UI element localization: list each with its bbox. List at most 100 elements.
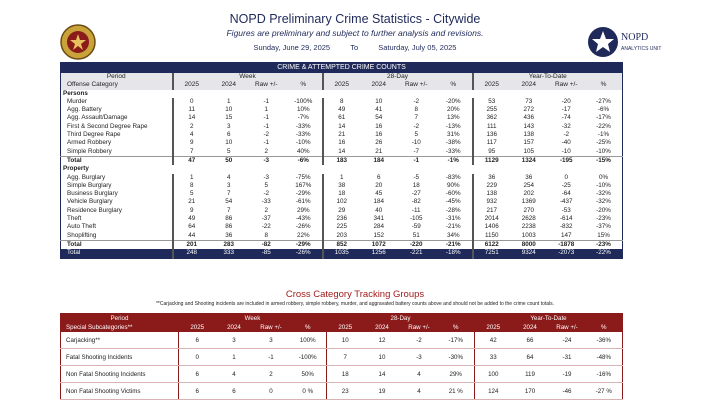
data-row: Shoplifting 44 36 8 22% 203 152 51 34% 1150 1003 14…: [61, 231, 623, 241]
cell: 1072: [360, 239, 398, 250]
column-header: Special Subcategories**: [60, 323, 179, 332]
cell: -10%: [596, 147, 611, 155]
cell: -21%: [435, 239, 473, 250]
cell: 201: [171, 239, 210, 250]
cell: 16: [375, 131, 383, 139]
cell: 20%: [446, 106, 460, 114]
cell: 8: [171, 181, 210, 191]
cell: 50%: [289, 365, 327, 383]
cell: -22: [261, 223, 271, 231]
cell: 1: [215, 348, 253, 366]
cell: -64: [561, 190, 571, 198]
cell: 6: [178, 365, 216, 383]
column-header: Offense Category: [60, 81, 173, 90]
cell: 147: [560, 231, 572, 239]
data-row: Residence Burglary 9 7 2 29% 29 40 -11 -28% 217 27…: [61, 206, 623, 216]
row-label: Non Fatal Shooting Victims: [60, 382, 179, 400]
cell: 5: [226, 147, 231, 155]
cell: 152: [373, 231, 384, 239]
cell: -32%: [596, 190, 611, 198]
cell: Raw +/-: [400, 323, 438, 332]
row-label: Agg. Assault/Damage: [67, 114, 128, 122]
cell: 86: [225, 223, 233, 231]
cell: -220: [397, 239, 435, 250]
cell: -27: [411, 190, 421, 198]
cell: 2024: [215, 323, 253, 332]
cell: 1256: [360, 249, 398, 259]
cell: -30%: [437, 348, 475, 366]
cell: 1369: [521, 198, 536, 206]
cell: -2073: [547, 249, 585, 259]
row-label: Simple Burglary: [67, 181, 112, 189]
cell: 54: [375, 114, 383, 122]
cell: 16: [375, 122, 383, 130]
cell: 124: [474, 382, 512, 400]
cross-title: Cross Category Tracking Groups: [285, 289, 425, 300]
cell: -832: [559, 223, 573, 231]
cell: 2: [252, 365, 290, 383]
left-logo: [60, 24, 96, 60]
column-header-row: Special Subcategories** 2025 2024 Raw +/-% 2…: [60, 323, 623, 332]
cell: 2: [264, 206, 268, 214]
cell: -27 %: [585, 382, 623, 400]
data-row: Non Fatal Shooting Victims 6 6 0 0 % 23 19 4 21 …: [60, 382, 623, 400]
cell: -6%: [285, 155, 323, 166]
cell: -25: [561, 181, 571, 189]
subtitle: Figures are preliminary and subject to f…: [226, 28, 484, 38]
row-label: Agg. Battery: [67, 106, 102, 114]
cell: 6: [178, 332, 216, 349]
group-header: Year-To-Date: [474, 313, 623, 323]
cell: -7: [413, 147, 420, 155]
cross-note: **Carjacking and Shooting incidents are …: [155, 301, 555, 307]
cell: 0: [564, 173, 568, 181]
cell: %: [289, 323, 327, 332]
cell: 14: [321, 122, 360, 132]
cell: 21: [375, 147, 383, 155]
cell: 13%: [446, 114, 460, 122]
cell: -2: [400, 332, 438, 349]
data-row: Third Degree Rape 4 6 -2 -33% 21 16 5 31% 136 138 -…: [61, 131, 623, 140]
group-header: Period: [60, 313, 179, 323]
cell: 10: [363, 348, 401, 366]
cell: 2: [171, 122, 210, 132]
cell: %: [585, 323, 623, 332]
cell: -100%: [289, 348, 327, 366]
cell: 119: [511, 365, 549, 383]
group-header: 28-Day: [326, 313, 475, 323]
section-name: Property: [63, 165, 89, 173]
cell: -61%: [295, 198, 311, 206]
cell: 6: [178, 382, 216, 400]
data-row: First & Second Degree Rape 2 3 -1 -33% 14 16 -2…: [61, 122, 623, 132]
cell: -85: [247, 249, 285, 259]
cell: -18%: [435, 249, 473, 259]
cell: 2628: [521, 215, 536, 223]
grand-total-row: Total 248 333 -85 -26% 1035 1256 -221 -18% 7251 93…: [60, 249, 623, 259]
cell: -13%: [445, 122, 461, 130]
cell: 170: [511, 382, 549, 400]
cell: -10: [411, 139, 421, 147]
cell: 100: [474, 365, 512, 383]
cell: 0%: [598, 173, 609, 181]
section-name: Persons: [63, 89, 88, 97]
cell: -82: [247, 239, 285, 250]
cell: 12: [363, 332, 401, 349]
logo-subtext: ANALYTICS UNIT: [621, 46, 661, 52]
group-header: Period: [60, 73, 173, 82]
cell: 248: [171, 249, 210, 259]
cell: 40%: [296, 147, 310, 155]
row-label: Residence Burglary: [67, 206, 122, 214]
cell: 8000: [510, 239, 548, 250]
cell: 7: [326, 348, 364, 366]
cell: 14: [363, 365, 401, 383]
cell: -5: [413, 173, 420, 181]
cell: 0: [178, 348, 216, 366]
cell: 2025: [171, 81, 210, 90]
cell: 6: [376, 173, 381, 181]
cell: 22%: [296, 231, 310, 239]
cell: 11: [171, 106, 210, 115]
cell: 6122: [471, 239, 510, 250]
right-logo: NOPD ANALYTICS UNIT: [588, 27, 661, 57]
cell: 64: [511, 348, 549, 366]
cell: 51: [412, 231, 420, 239]
